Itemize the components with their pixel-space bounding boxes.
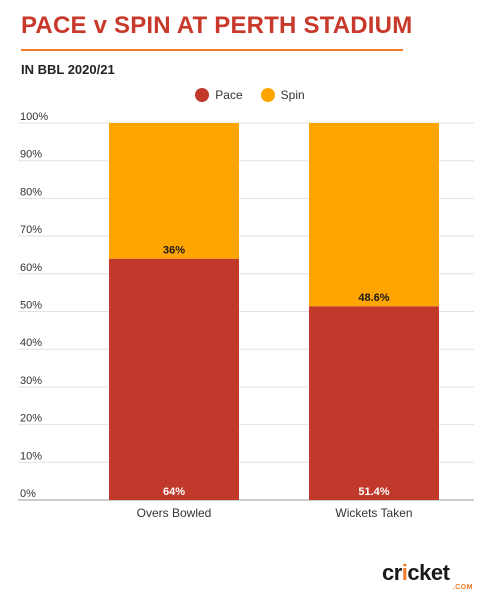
data-label-pace: 51.4% — [358, 486, 389, 498]
chart-subtitle: IN BBL 2020/21 — [21, 62, 115, 77]
legend-item-spin: Spin — [260, 88, 305, 102]
title-underline — [21, 49, 403, 51]
legend-swatch-spin — [260, 88, 275, 102]
y-tick-label: 30% — [20, 375, 42, 387]
x-category-label: Wickets Taken — [335, 506, 412, 520]
logo-wordmark: cricket — [382, 560, 450, 585]
brand-logo: cricket .COM — [382, 562, 477, 594]
data-label-pace: 64% — [163, 486, 185, 498]
y-tick-label: 100% — [20, 111, 48, 123]
y-tick-label: 60% — [20, 262, 42, 274]
y-tick-label: 40% — [20, 337, 42, 349]
bar-pace — [309, 306, 439, 500]
y-tick-label: 0% — [20, 488, 36, 500]
legend-label-pace: Pace — [215, 88, 243, 102]
legend-label-spin: Spin — [280, 88, 305, 102]
legend-item-pace: Pace — [195, 88, 243, 102]
logo-suffix: .COM — [452, 584, 473, 591]
data-label-spin: 48.6% — [358, 292, 389, 304]
legend-swatch-pace — [195, 88, 210, 102]
x-category-label: Overs Bowled — [137, 506, 212, 520]
y-tick-label: 20% — [20, 413, 42, 425]
bar-pace — [109, 258, 239, 500]
bar-spin — [309, 123, 439, 307]
bar-spin — [109, 123, 239, 259]
logo-accent-letter: i — [401, 560, 408, 585]
legend: Pace Spin — [0, 88, 500, 102]
y-tick-label: 50% — [20, 300, 42, 312]
y-tick-label: 10% — [20, 450, 42, 462]
data-label-spin: 36% — [163, 245, 185, 257]
y-tick-label: 90% — [20, 149, 42, 161]
y-tick-label: 70% — [20, 224, 42, 236]
y-tick-label: 80% — [20, 186, 42, 198]
chart-title: PACE v SPIN AT PERTH STADIUM — [21, 12, 413, 39]
